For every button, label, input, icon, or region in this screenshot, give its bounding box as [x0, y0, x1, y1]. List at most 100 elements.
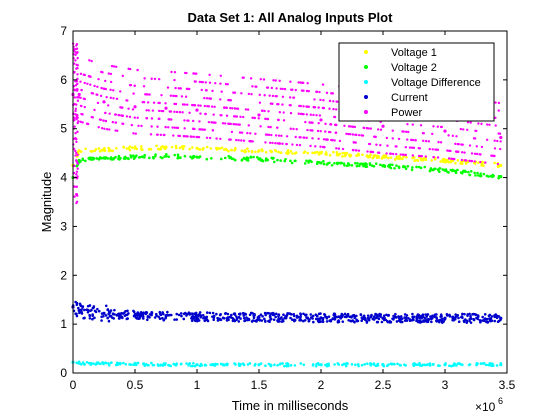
data-point: [214, 121, 217, 124]
data-point: [239, 131, 242, 134]
data-point: [75, 89, 79, 92]
data-point: [404, 153, 408, 157]
data-point: [374, 313, 377, 316]
data-point: [237, 312, 241, 316]
data-point: [366, 316, 370, 320]
data-point: [198, 80, 201, 84]
data-point: [305, 89, 309, 93]
data-point: [325, 315, 329, 319]
data-point: [117, 157, 120, 160]
data-point: [439, 160, 442, 163]
data-point: [231, 107, 234, 110]
data-point: [407, 130, 410, 134]
data-point: [243, 312, 247, 316]
data-point: [136, 116, 139, 120]
data-point: [104, 119, 108, 123]
data-point: [447, 134, 450, 137]
data-point: [487, 314, 491, 318]
x-tick-label: 0: [70, 378, 77, 392]
axes-box: [72, 30, 508, 374]
data-point: [242, 139, 246, 142]
data-point: [281, 87, 284, 91]
data-point: [499, 318, 502, 322]
data-point: [145, 117, 149, 120]
data-point: [418, 316, 421, 319]
data-point: [292, 314, 296, 318]
data-point: [180, 314, 183, 318]
data-point: [354, 363, 357, 367]
data-point: [363, 362, 366, 366]
data-point: [438, 170, 441, 174]
data-point: [404, 146, 408, 149]
x-exponent-power: 6: [498, 396, 503, 406]
data-point: [324, 151, 328, 154]
data-point: [408, 319, 412, 323]
data-point: [372, 164, 376, 168]
data-point: [386, 320, 390, 324]
data-point: [322, 138, 326, 141]
data-point: [133, 105, 137, 109]
data-point: [454, 169, 458, 173]
data-point: [499, 147, 502, 151]
data-point: [228, 156, 232, 160]
data-point: [419, 314, 423, 318]
data-point: [276, 118, 280, 122]
data-point: [141, 155, 144, 159]
data-point: [185, 135, 188, 138]
data-point: [440, 318, 444, 322]
data-point: [203, 319, 206, 323]
data-point: [321, 320, 325, 324]
data-point: [432, 155, 435, 159]
data-point: [73, 125, 76, 128]
data-point: [249, 77, 253, 80]
data-point: [441, 160, 445, 163]
data-point: [347, 132, 350, 136]
data-point: [293, 318, 296, 322]
data-point: [468, 159, 471, 163]
data-point: [167, 155, 170, 158]
data-point: [153, 77, 157, 81]
data-point: [127, 312, 130, 315]
data-point: [121, 74, 125, 78]
data-point: [298, 104, 301, 108]
data-point: [267, 133, 271, 137]
data-point: [264, 141, 267, 144]
data-point: [103, 87, 106, 91]
data-point: [219, 74, 222, 77]
data-point: [277, 103, 280, 106]
data-point: [237, 320, 241, 323]
legend-items: Voltage 1 Voltage 2 Voltage Difference Curr…: [364, 47, 481, 119]
data-point: [83, 81, 86, 85]
data-point: [150, 77, 153, 80]
data-point: [440, 314, 443, 318]
data-point: [141, 312, 145, 316]
data-point: [191, 146, 194, 149]
data-point: [401, 130, 404, 133]
data-point: [276, 142, 280, 145]
data-point: [289, 149, 293, 153]
x-axis: 0 0.5 1 1.5 2 2.5 3 3.5: [70, 31, 516, 392]
data-point: [252, 316, 256, 320]
data-point: [305, 136, 308, 140]
data-point: [246, 363, 250, 366]
data-point: [389, 166, 393, 170]
data-point: [264, 117, 267, 121]
data-point: [485, 123, 489, 126]
data-point: [495, 364, 499, 367]
data-point: [226, 312, 230, 316]
data-point: [75, 361, 79, 365]
data-point: [109, 309, 113, 312]
data-point: [423, 165, 427, 169]
data-point: [297, 112, 300, 115]
data-point: [303, 150, 307, 153]
data-point: [153, 316, 157, 319]
data-point: [173, 318, 176, 321]
data-point: [383, 164, 387, 168]
data-point: [496, 162, 500, 166]
data-point: [229, 99, 232, 102]
data-point: [464, 170, 467, 173]
data-point: [256, 315, 260, 319]
data-point: [375, 143, 378, 146]
data-point: [170, 145, 174, 149]
data-point: [74, 300, 77, 304]
